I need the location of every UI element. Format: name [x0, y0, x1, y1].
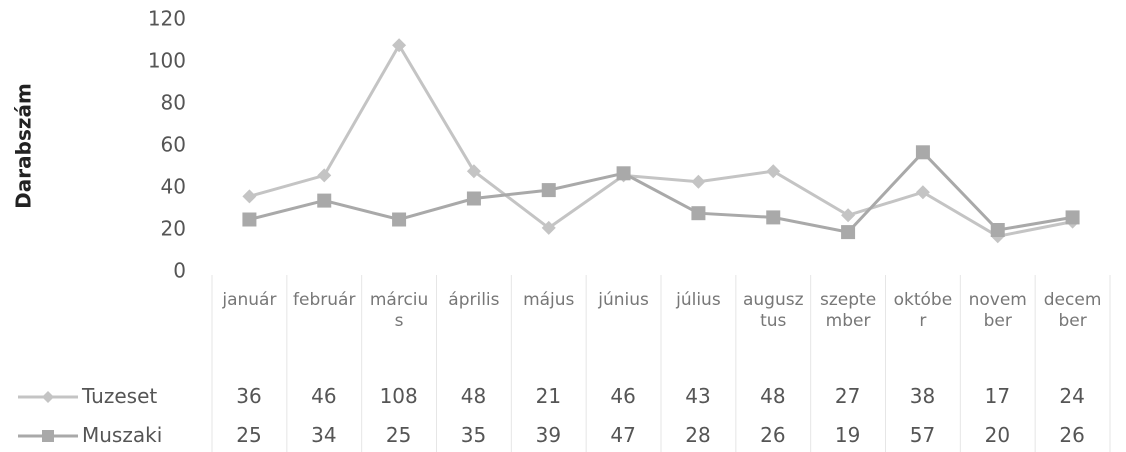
x-tick-label: november: [968, 290, 1027, 331]
y-tick-label: 40: [161, 175, 186, 199]
legend-marker: [42, 391, 54, 403]
table-value: 47: [610, 423, 636, 447]
table-value: 34: [311, 423, 337, 447]
table-value: 20: [984, 423, 1011, 447]
y-tick-label: 0: [173, 259, 186, 283]
marker: [466, 164, 481, 179]
marker: [1065, 210, 1080, 225]
y-axis-label: Darabszám: [12, 83, 36, 209]
x-tick-label: május: [523, 290, 575, 310]
table-value: 27: [834, 384, 861, 408]
table-value: 26: [760, 423, 786, 447]
x-tick-label: július: [676, 290, 721, 310]
table-value: 48: [760, 384, 786, 408]
series-line: [249, 150, 1073, 234]
x-tick-label: december: [1043, 290, 1102, 331]
marker: [242, 212, 257, 227]
x-tick-label: március: [369, 290, 429, 331]
table-value: 28: [685, 423, 711, 447]
marker: [691, 206, 706, 221]
x-tick-label: október: [893, 290, 953, 331]
marker: [766, 210, 781, 225]
marker: [392, 38, 407, 53]
marker: [841, 208, 856, 223]
table-value: 19: [834, 423, 861, 447]
legend-label: Muszaki: [82, 423, 163, 447]
table-value: 46: [311, 384, 337, 408]
y-tick-label: 60: [161, 133, 186, 157]
table-value: 48: [460, 384, 487, 408]
marker: [466, 191, 481, 206]
marker: [541, 220, 556, 235]
y-tick-label: 20: [161, 217, 186, 241]
table-value: 57: [909, 423, 936, 447]
marker: [317, 168, 332, 183]
table-value: 39: [535, 423, 562, 447]
x-tick-label: január: [222, 290, 277, 310]
marker: [915, 145, 930, 160]
table-value: 43: [685, 384, 711, 408]
y-tick-label: 80: [161, 91, 186, 115]
marker: [317, 193, 332, 208]
series-line: [249, 42, 1073, 238]
table-value: 25: [385, 423, 412, 447]
table-value: 46: [610, 384, 636, 408]
table-value: 26: [1059, 423, 1085, 447]
x-tick-label: február: [293, 290, 356, 310]
x-tick-label: június: [598, 290, 649, 310]
table-value: 17: [984, 384, 1011, 408]
marker: [841, 225, 856, 240]
x-tick-label: augusztus: [742, 290, 804, 331]
marker: [392, 212, 407, 227]
x-tick-label: szeptember: [820, 290, 877, 331]
marker: [616, 166, 631, 181]
marker: [990, 223, 1005, 237]
table-value: 25: [236, 423, 262, 447]
x-tick-label: április: [448, 290, 500, 310]
table-value: 108: [379, 384, 418, 408]
marker: [541, 183, 556, 198]
y-tick-label: 100: [148, 49, 186, 73]
marker: [691, 174, 706, 189]
legend-label: Tuzeset: [82, 384, 158, 408]
table-value: 36: [236, 384, 262, 408]
table-value: 38: [909, 384, 936, 408]
marker: [915, 185, 930, 200]
legend-marker: [42, 430, 54, 442]
table-value: 24: [1059, 384, 1085, 408]
marker: [766, 164, 781, 179]
marker: [242, 189, 257, 204]
y-tick-label: 120: [148, 7, 186, 31]
table-value: 35: [460, 423, 487, 447]
table-value: 21: [535, 384, 562, 408]
